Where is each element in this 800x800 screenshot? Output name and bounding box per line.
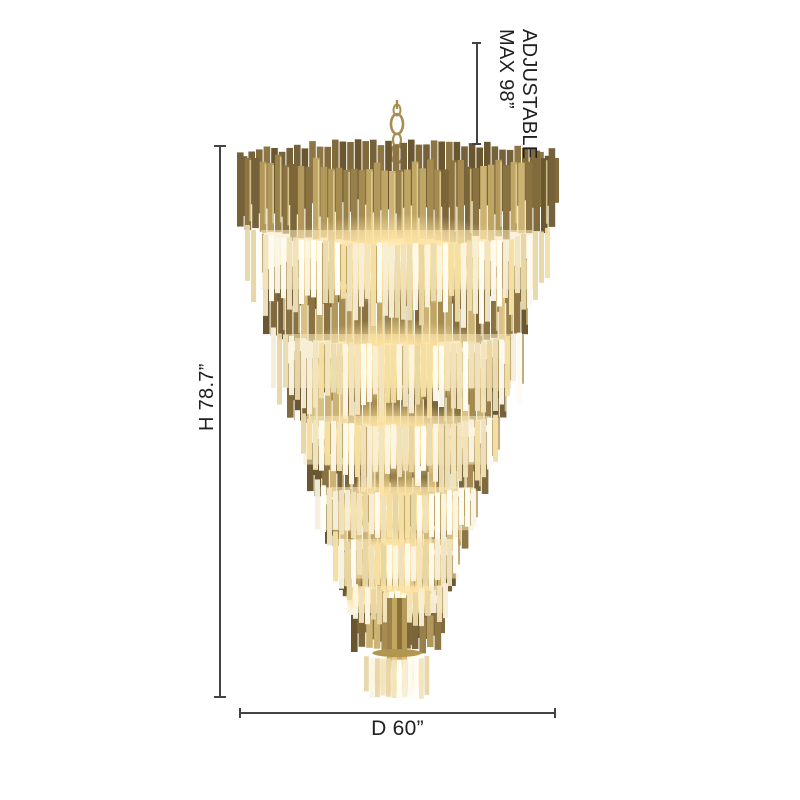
height-top-tick [214,145,226,147]
adjustable-label-line2: MAX 98” [495,29,517,109]
diameter-dimension-line [239,708,556,718]
diameter-left-tick [239,708,241,718]
diameter-right-tick [554,708,556,718]
adjustable-dimension-label: ADJUSTABLE MAX 98” [494,29,540,159]
height-bottom-tick [214,696,226,698]
adjustable-bottom-tick [472,143,481,145]
adjustable-top-tick [472,42,481,44]
height-dimension-label: H 78.7” [196,363,218,431]
diameter-dimension-label: D 60” [371,717,424,740]
adjustable-label-line1: ADJUSTABLE [518,29,540,160]
adjustable-dimension-line [472,42,481,145]
height-dimension-line [214,145,226,698]
